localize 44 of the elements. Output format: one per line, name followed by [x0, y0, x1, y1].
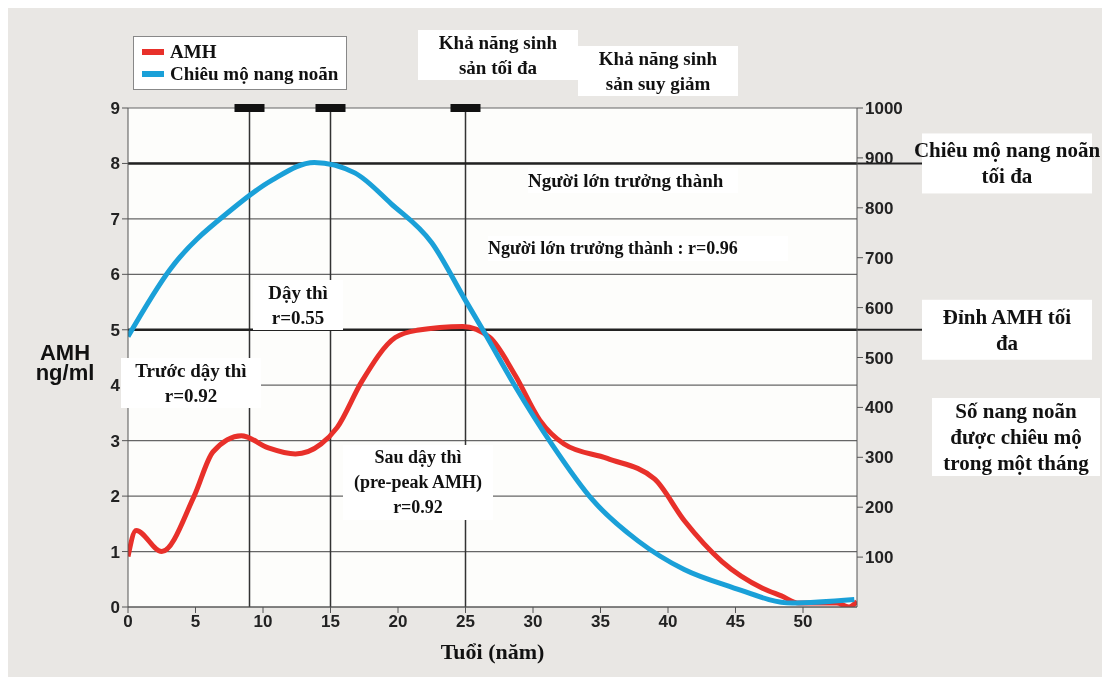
y-tick-label: 3 [110, 431, 120, 451]
x-tick-label: 0 [123, 612, 133, 632]
annotation: Sau dậy thì (pre-peak AMH) r=0.92 [343, 445, 493, 520]
x-tick-label: 35 [591, 612, 610, 632]
y2-tick-label: 500 [865, 348, 894, 368]
y-tick-label: 5 [110, 320, 120, 340]
y2-axis-title: Số nang noãn được chiêu mộ trong một tháng [932, 398, 1100, 476]
y2-tick-label: 600 [865, 298, 894, 318]
annotation: Trước dậy thì r=0.92 [121, 358, 261, 408]
y-tick-label: 1 [110, 542, 120, 562]
annotation: Dậy thì r=0.55 [253, 280, 343, 330]
y-tick-label: 9 [110, 99, 120, 119]
x-tick-label: 40 [658, 612, 678, 632]
x-tick-label: 5 [190, 612, 201, 632]
x-axis-title: Tuổi (năm) [440, 639, 545, 664]
ref-line-label: Chiêu mộ nang noãn tối đa [913, 138, 1101, 189]
y-tick-label: 8 [110, 154, 120, 174]
legend-label: Chiêu mộ nang noãn [170, 63, 339, 85]
y2-tick-label: 100 [865, 548, 894, 568]
y-tick-label: 6 [110, 265, 120, 285]
x-tick-label: 20 [388, 612, 408, 632]
y2-tick-label: 400 [865, 398, 894, 418]
y2-tick-label: 300 [865, 448, 894, 468]
y-tick-label: 0 [110, 598, 120, 618]
x-tick-label: 45 [726, 612, 745, 632]
x-tick-label: 30 [523, 612, 543, 632]
y-axis-title: AMH ng/ml [34, 340, 96, 385]
annotation: Người lớn trưởng thành [528, 168, 738, 193]
x-tick-label: 50 [793, 612, 813, 632]
legend-label: AMH [170, 41, 217, 63]
x-tick-label: 15 [321, 612, 340, 632]
ref-line-label: Đỉnh AMH tối đa [942, 304, 1072, 355]
x-tick-label: 25 [456, 612, 475, 632]
y2-tick-label: 800 [865, 198, 894, 218]
y-tick-label: 7 [110, 209, 120, 229]
y2-tick-label: 200 [865, 498, 894, 518]
y2-tick-label: 700 [865, 248, 894, 268]
text: Khả năng sinh sản suy giảm [578, 46, 738, 96]
annotation: Người lớn trưởng thành : r=0.96 [488, 236, 788, 261]
y2-tick-label: 1000 [865, 99, 903, 119]
y-tick-label: 4 [110, 376, 121, 396]
text: Khả năng sinh sản tối đa [418, 30, 578, 80]
x-tick-label: 10 [253, 612, 273, 632]
y-tick-label: 2 [110, 487, 120, 507]
